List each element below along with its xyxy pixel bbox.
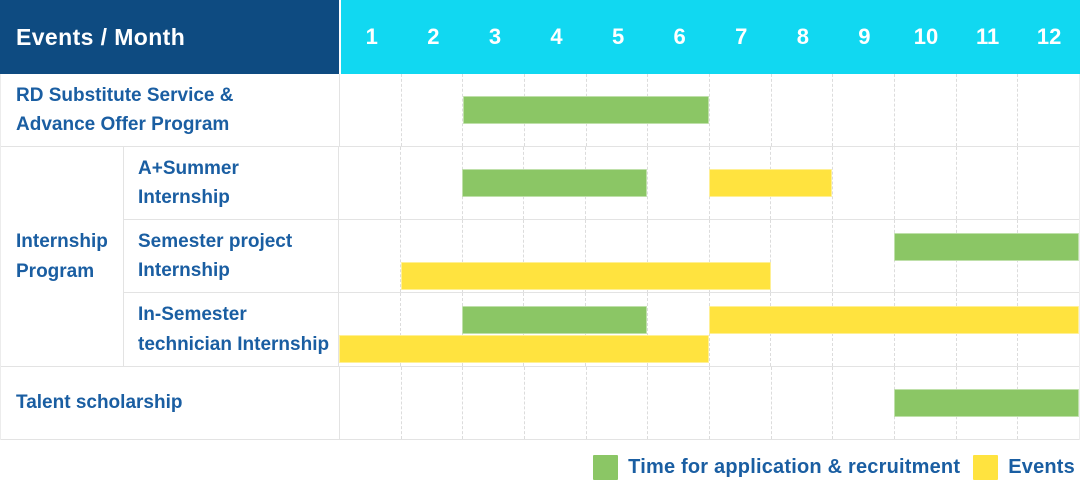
bar-events-m7-8	[709, 169, 833, 197]
group-row-internship-program: Internship Program A+Summer Internship Sem…	[1, 147, 1079, 367]
month-gridline	[770, 220, 832, 292]
bar-recruitment-m10-12	[894, 233, 1079, 261]
bar-recruitment-m3-6	[463, 96, 710, 124]
month-header-1: 1	[365, 24, 378, 49]
month-header-3: 3	[488, 24, 502, 49]
bar-recruitment-m10-12	[894, 389, 1079, 417]
month-gridline	[893, 147, 956, 219]
month-header-9: 9	[858, 24, 871, 49]
month-gridline	[955, 74, 1018, 146]
chart-cell	[339, 220, 1079, 292]
table-header-row: Events / Month 1 2 3 4 5 6 7 8 9 10 11 12	[0, 0, 1080, 74]
legend-label-events: Events	[1008, 455, 1075, 478]
month-header-5: 5	[611, 24, 625, 49]
month-gridline	[585, 367, 648, 439]
bar-recruitment-m3-5	[462, 306, 648, 334]
row-label: A+Summer Internship	[124, 147, 339, 219]
month-gridline	[523, 220, 585, 292]
chart-cell	[339, 293, 1079, 366]
event-row-talent-scholarship: Talent scholarship	[1, 367, 1079, 440]
legend-item-recruitment: Time for application & recruitment	[593, 454, 961, 480]
month-gridline	[461, 293, 524, 366]
month-gridline	[461, 220, 524, 292]
legend-label-recruitment: Time for application & recruitment	[628, 455, 961, 478]
event-row-in-semester-technician-internship: In-Semester technician Internship	[124, 293, 1079, 366]
month-gridline	[400, 74, 463, 146]
month-gridline	[647, 367, 709, 439]
month-gridline	[955, 147, 1018, 219]
header-divider	[339, 0, 341, 74]
month-header-7: 7	[735, 24, 748, 49]
month-gridlines	[340, 74, 1079, 146]
row-label: Talent scholarship	[1, 367, 340, 439]
month-gridline	[709, 74, 771, 146]
row-label: In-Semester technician Internship	[124, 293, 339, 366]
month-gridline	[646, 220, 709, 292]
month-gridline	[400, 367, 463, 439]
bar-events-m1-6	[339, 335, 709, 363]
month-header-4: 4	[550, 24, 563, 49]
table-header-title: Events / Month	[0, 0, 339, 74]
month-gridline	[399, 293, 462, 366]
bar-recruitment-m3-5	[462, 169, 648, 197]
month-gridline	[524, 367, 586, 439]
group-subrows: A+Summer Internship Semester project Inte…	[124, 147, 1079, 366]
legend-swatch-recruitment	[593, 454, 619, 480]
month-gridline	[340, 367, 401, 439]
month-gridline	[832, 74, 894, 146]
month-gridline	[770, 367, 833, 439]
legend-swatch-events	[973, 454, 999, 480]
chart-cell	[340, 74, 1079, 146]
chart-cell	[339, 147, 1079, 219]
month-gridline	[646, 293, 709, 366]
legend-item-events: Events	[973, 454, 1075, 480]
month-gridline	[832, 147, 894, 219]
month-gridline	[1017, 147, 1079, 219]
legend: Time for application & recruitment Events	[593, 452, 1075, 482]
month-header-6: 6	[673, 24, 686, 49]
month-gridline	[708, 147, 771, 219]
month-gridline	[339, 147, 400, 219]
month-gridline	[832, 220, 894, 292]
month-header-8: 8	[796, 24, 809, 49]
bar-events-m2-7	[400, 262, 771, 290]
month-gridline	[770, 74, 833, 146]
month-header-2: 2	[427, 24, 440, 49]
schedule-table-body: RD Substitute Service & Advance Offer Pr…	[0, 74, 1080, 440]
month-gridline	[646, 147, 709, 219]
row-label: Semester project Internship	[124, 220, 339, 292]
month-gridline	[462, 367, 524, 439]
month-header-strip: 1 2 3 4 5 6 7 8 9 10 11 12	[341, 0, 1080, 74]
month-gridline	[708, 293, 771, 366]
month-gridline	[709, 367, 771, 439]
month-gridline	[585, 220, 647, 292]
month-gridline	[339, 220, 400, 292]
group-label-internship-program: Internship Program	[1, 147, 124, 366]
event-row-rd-substitute-service-advance-offer-prog: RD Substitute Service & Advance Offer Pr…	[1, 74, 1079, 147]
event-row-a-summer-internship: A+Summer Internship	[124, 147, 1079, 220]
month-gridline	[399, 147, 462, 219]
month-gridline	[894, 74, 956, 146]
month-gridline	[1017, 74, 1079, 146]
month-gridline	[340, 74, 401, 146]
event-row-semester-project-internship: Semester project Internship	[124, 220, 1079, 293]
month-gridline	[832, 367, 894, 439]
chart-cell	[340, 367, 1079, 439]
month-header-12: 12	[1036, 24, 1062, 49]
row-label: RD Substitute Service & Advance Offer Pr…	[1, 74, 340, 146]
month-gridline	[399, 220, 462, 292]
month-header-10: 10	[913, 24, 939, 49]
month-gridline	[462, 74, 524, 146]
bar-events-m7-12	[709, 306, 1079, 334]
month-gridline	[708, 220, 771, 292]
month-gridline	[461, 147, 524, 219]
month-header-11: 11	[975, 24, 1000, 49]
